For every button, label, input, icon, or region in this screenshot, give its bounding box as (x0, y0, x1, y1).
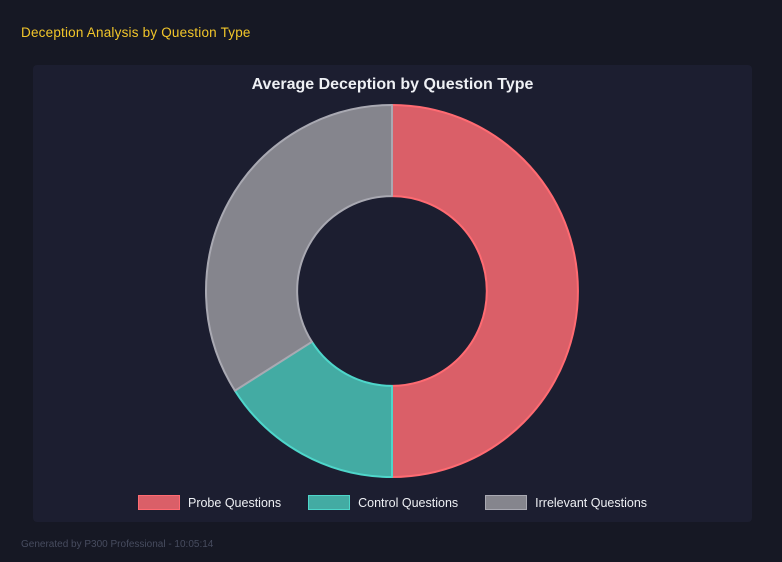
legend-item-probe-questions[interactable]: Probe Questions (137, 495, 282, 510)
legend-label-irrelevant: Irrelevant Questions (535, 495, 648, 510)
legend-swatch-irrelevant-icon (485, 495, 528, 510)
footer-status: Generated by P300 Professional - 10:05:1… (21, 539, 214, 550)
chart-panel: Average Deception by Question Type Probe… (33, 65, 752, 522)
donut-segment-irrelevant-questions[interactable] (205, 104, 393, 392)
legend-item-control-questions[interactable]: Control Questions (308, 495, 458, 510)
donut-segment-control-questions[interactable] (233, 340, 393, 478)
donut-segment-probe-questions[interactable] (391, 104, 579, 478)
doughnut-chart[interactable] (192, 91, 592, 491)
legend-swatch-probe-icon (137, 495, 180, 510)
page-title: Deception Analysis by Question Type (21, 25, 251, 40)
legend-swatch-control-icon (308, 495, 351, 510)
chart-title: Average Deception by Question Type (251, 76, 534, 93)
legend-label-control: Control Questions (358, 495, 459, 510)
legend-label-probe: Probe Questions (187, 495, 282, 510)
legend-item-irrelevant-questions[interactable]: Irrelevant Questions (485, 495, 647, 510)
chart-legend: Probe Questions Control Questions Irrele… (33, 495, 752, 510)
